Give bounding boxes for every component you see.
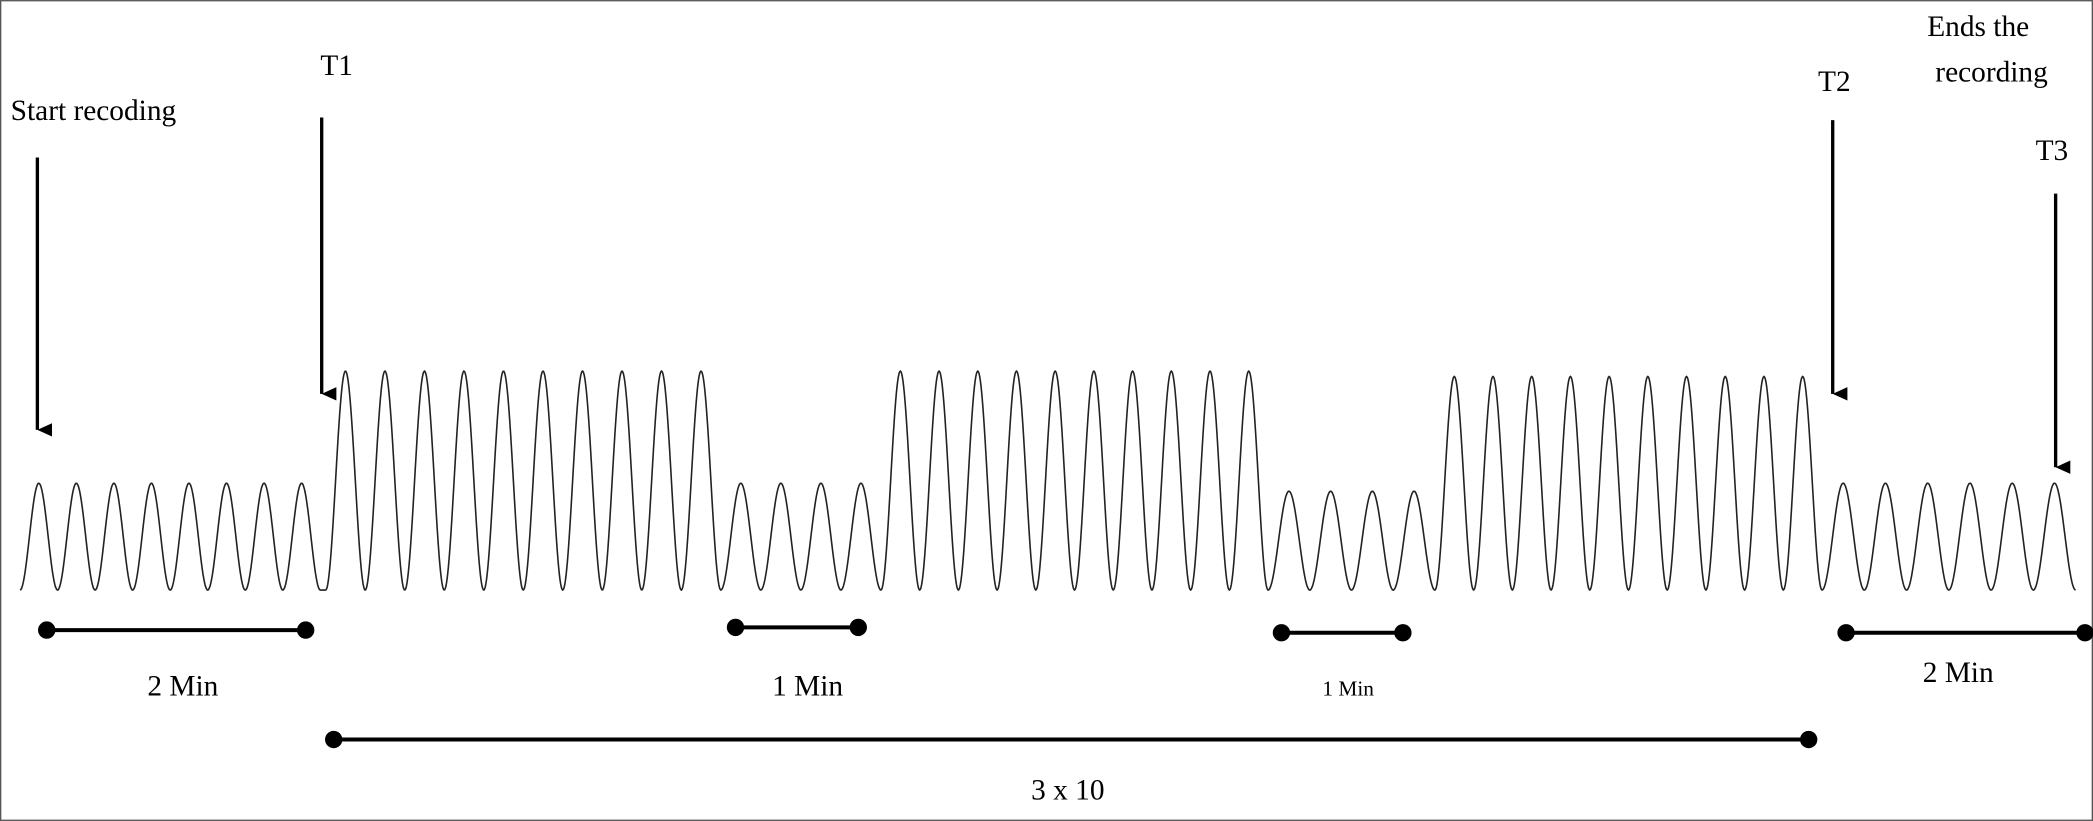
bar-end	[2076, 624, 2093, 642]
waveform-group	[19, 369, 2076, 592]
duration-label: 1 Min	[772, 670, 843, 702]
bar-end	[296, 621, 315, 639]
start-label: Start recoding	[11, 95, 177, 127]
end-label: Ends the	[1927, 11, 2029, 43]
waveform	[19, 369, 2076, 592]
duration-label: 1 Min	[1322, 676, 1374, 700]
bar-end	[726, 618, 745, 637]
duration-label: 2 Min	[147, 670, 218, 702]
bar-end	[325, 730, 343, 749]
duration-label: 2 Min	[1923, 657, 1994, 689]
t1-label: T1	[320, 50, 353, 82]
bar-end	[1837, 624, 1855, 642]
end-label: recording	[1935, 56, 2048, 88]
bar-end	[849, 618, 867, 637]
bar-end	[38, 621, 56, 639]
t3-label: T3	[2036, 135, 2069, 167]
duration-bars	[38, 618, 2093, 749]
t2-label: T2	[1818, 66, 1851, 98]
total-label: 3 x 10	[1031, 775, 1104, 807]
bar-end	[1272, 624, 1291, 642]
bar-end	[1800, 730, 1818, 749]
bar-end	[1394, 624, 1412, 642]
